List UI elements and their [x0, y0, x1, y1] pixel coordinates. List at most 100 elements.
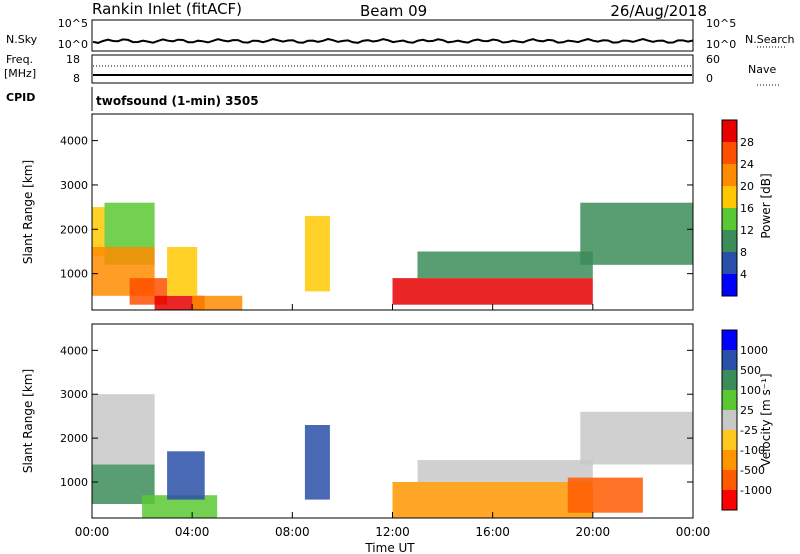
- colorbar-swatch: [722, 450, 737, 470]
- colorbar-swatch: [722, 186, 737, 208]
- y-tick-label: 2000: [60, 223, 88, 236]
- x-tick-label: 20:00: [576, 525, 611, 539]
- colorbar-frame: [721, 329, 738, 511]
- cpid-label: CPID: [6, 91, 35, 104]
- power-x-ticks: [91, 304, 694, 310]
- colorbar-frame: [721, 119, 738, 297]
- velocity-echo-region: [304, 425, 330, 500]
- noise-left-label: N.Sky: [6, 33, 38, 46]
- power-echo-region: [92, 207, 105, 256]
- nave-right-tick-bottom: 0: [706, 72, 713, 85]
- noise-panel: N.Sky 10^5 10^0 10^5 10^0 N.Search: [6, 17, 795, 52]
- date-title: 26/Aug/2018: [610, 2, 707, 20]
- velocity-panel: 1000 2000 3000 4000 00:00 04:00 08:00 12:00 16:…: [21, 323, 773, 554]
- colorbar-swatch: [722, 430, 737, 450]
- y-tick-label: 2000: [60, 432, 88, 445]
- noise-sky-trace: [92, 37, 694, 44]
- freq-left-tick-bottom: 8: [73, 72, 80, 85]
- colorbar-swatch: [722, 350, 737, 370]
- power-colorbar-label: Power [dB]: [759, 173, 773, 238]
- power-panel: 1000 2000 3000 4000 Slant Range [km] 4 8 12 16…: [21, 113, 773, 311]
- cpid-strip: CPID twofsound (1-min) 3505: [6, 87, 259, 111]
- y-tick-label: 4000: [60, 344, 88, 357]
- x-tick-label: 08:00: [275, 525, 310, 539]
- colorbar-tick-label: 20: [740, 180, 754, 193]
- colorbar-swatch: [722, 120, 737, 142]
- noise-left-tick-top: 10^5: [58, 17, 88, 30]
- x-axis-label: Time UT: [364, 541, 415, 554]
- x-tick-label: 16:00: [475, 525, 510, 539]
- power-echo-region: [192, 295, 243, 310]
- power-echo-region: [392, 278, 593, 305]
- power-y-label: Slant Range [km]: [21, 160, 35, 264]
- velocity-colorbar: 1000 500 100 25 -25 -100 -500 -1000: [721, 329, 772, 511]
- colorbar-tick-label: 4: [740, 268, 747, 281]
- colorbar-tick-label: 25: [740, 404, 754, 417]
- colorbar-swatch: [722, 208, 737, 230]
- colorbar-tick-label: -25: [740, 424, 758, 437]
- velocity-echo-region: [567, 477, 643, 513]
- velocity-y-axis: 1000 2000 3000 4000: [60, 344, 693, 489]
- nave-label: Nave: [748, 63, 776, 76]
- y-tick-label: 3000: [60, 179, 88, 192]
- colorbar-swatch: [722, 330, 737, 350]
- colorbar-swatch: [722, 470, 737, 490]
- colorbar-tick-label: 16: [740, 202, 754, 215]
- colorbar-tick-label: 24: [740, 158, 754, 171]
- y-tick-label: 1000: [60, 476, 88, 489]
- colorbar-swatch: [722, 490, 737, 510]
- colorbar-swatch: [722, 142, 737, 164]
- x-tick-label: 12:00: [375, 525, 410, 539]
- velocity-x-axis: 00:00 04:00 08:00 12:00 16:00 20:00 00:00: [75, 512, 711, 539]
- noise-right-tick-bottom: 10^0: [706, 38, 736, 51]
- x-tick-label: 00:00: [75, 525, 110, 539]
- power-echo-region: [417, 251, 593, 279]
- velocity-y-label: Slant Range [km]: [21, 369, 35, 473]
- colorbar-swatch: [722, 230, 737, 252]
- noise-right-label: N.Search: [745, 33, 795, 46]
- colorbar-tick-label: -500: [740, 464, 765, 477]
- colorbar-swatch: [722, 370, 737, 390]
- colorbar-swatch: [722, 164, 737, 186]
- colorbar-tick-label: 100: [740, 384, 761, 397]
- station-title: Rankin Inlet (fitACF): [92, 0, 242, 18]
- velocity-echo-region: [142, 495, 218, 518]
- freq-left-tick-top: 18: [66, 53, 80, 66]
- freq-label-line2: [MHz]: [4, 67, 36, 80]
- beam-title: Beam 09: [360, 2, 427, 20]
- power-echo-region: [580, 202, 693, 265]
- colorbar-tick-label: -1000: [740, 484, 772, 497]
- cpid-value: twofsound (1-min) 3505: [96, 94, 259, 108]
- colorbar-tick-label: 500: [740, 364, 761, 377]
- power-y-axis: 1000 2000 3000 4000: [60, 135, 693, 281]
- x-tick-label: 04:00: [175, 525, 210, 539]
- colorbar-tick-label: 8: [740, 246, 747, 259]
- velocity-echo-region: [167, 451, 205, 500]
- noise-left-tick-bottom: 10^0: [58, 38, 88, 51]
- y-tick-label: 1000: [60, 268, 88, 281]
- velocity-colorbar-label: Velocity [m s⁻¹]: [759, 373, 773, 466]
- velocity-data: [92, 394, 693, 518]
- y-tick-label: 4000: [60, 135, 88, 148]
- colorbar-swatch: [722, 410, 737, 430]
- freq-label-line1: Freq.: [6, 53, 33, 66]
- power-echo-region: [167, 247, 198, 296]
- colorbar-tick-label: 1000: [740, 344, 768, 357]
- colorbar-swatch: [722, 390, 737, 410]
- power-echo-region: [304, 216, 330, 292]
- frequency-panel: Freq. [MHz] 18 8 60 0 Nave: [4, 53, 779, 86]
- colorbar-tick-label: 12: [740, 224, 754, 237]
- noise-right-tick-top: 10^5: [706, 17, 736, 30]
- power-data: [92, 202, 693, 310]
- colorbar-swatch: [722, 274, 737, 296]
- power-colorbar: 4 8 12 16 20 24 28: [721, 119, 754, 297]
- colorbar-tick-label: -100: [740, 444, 765, 457]
- y-tick-label: 3000: [60, 388, 88, 401]
- velocity-echo-region: [92, 394, 155, 465]
- nave-right-tick-top: 60: [706, 53, 720, 66]
- colorbar-swatch: [722, 252, 737, 274]
- velocity-echo-region: [580, 411, 693, 465]
- velocity-echo-region: [417, 460, 593, 482]
- x-tick-label: 00:00: [676, 525, 711, 539]
